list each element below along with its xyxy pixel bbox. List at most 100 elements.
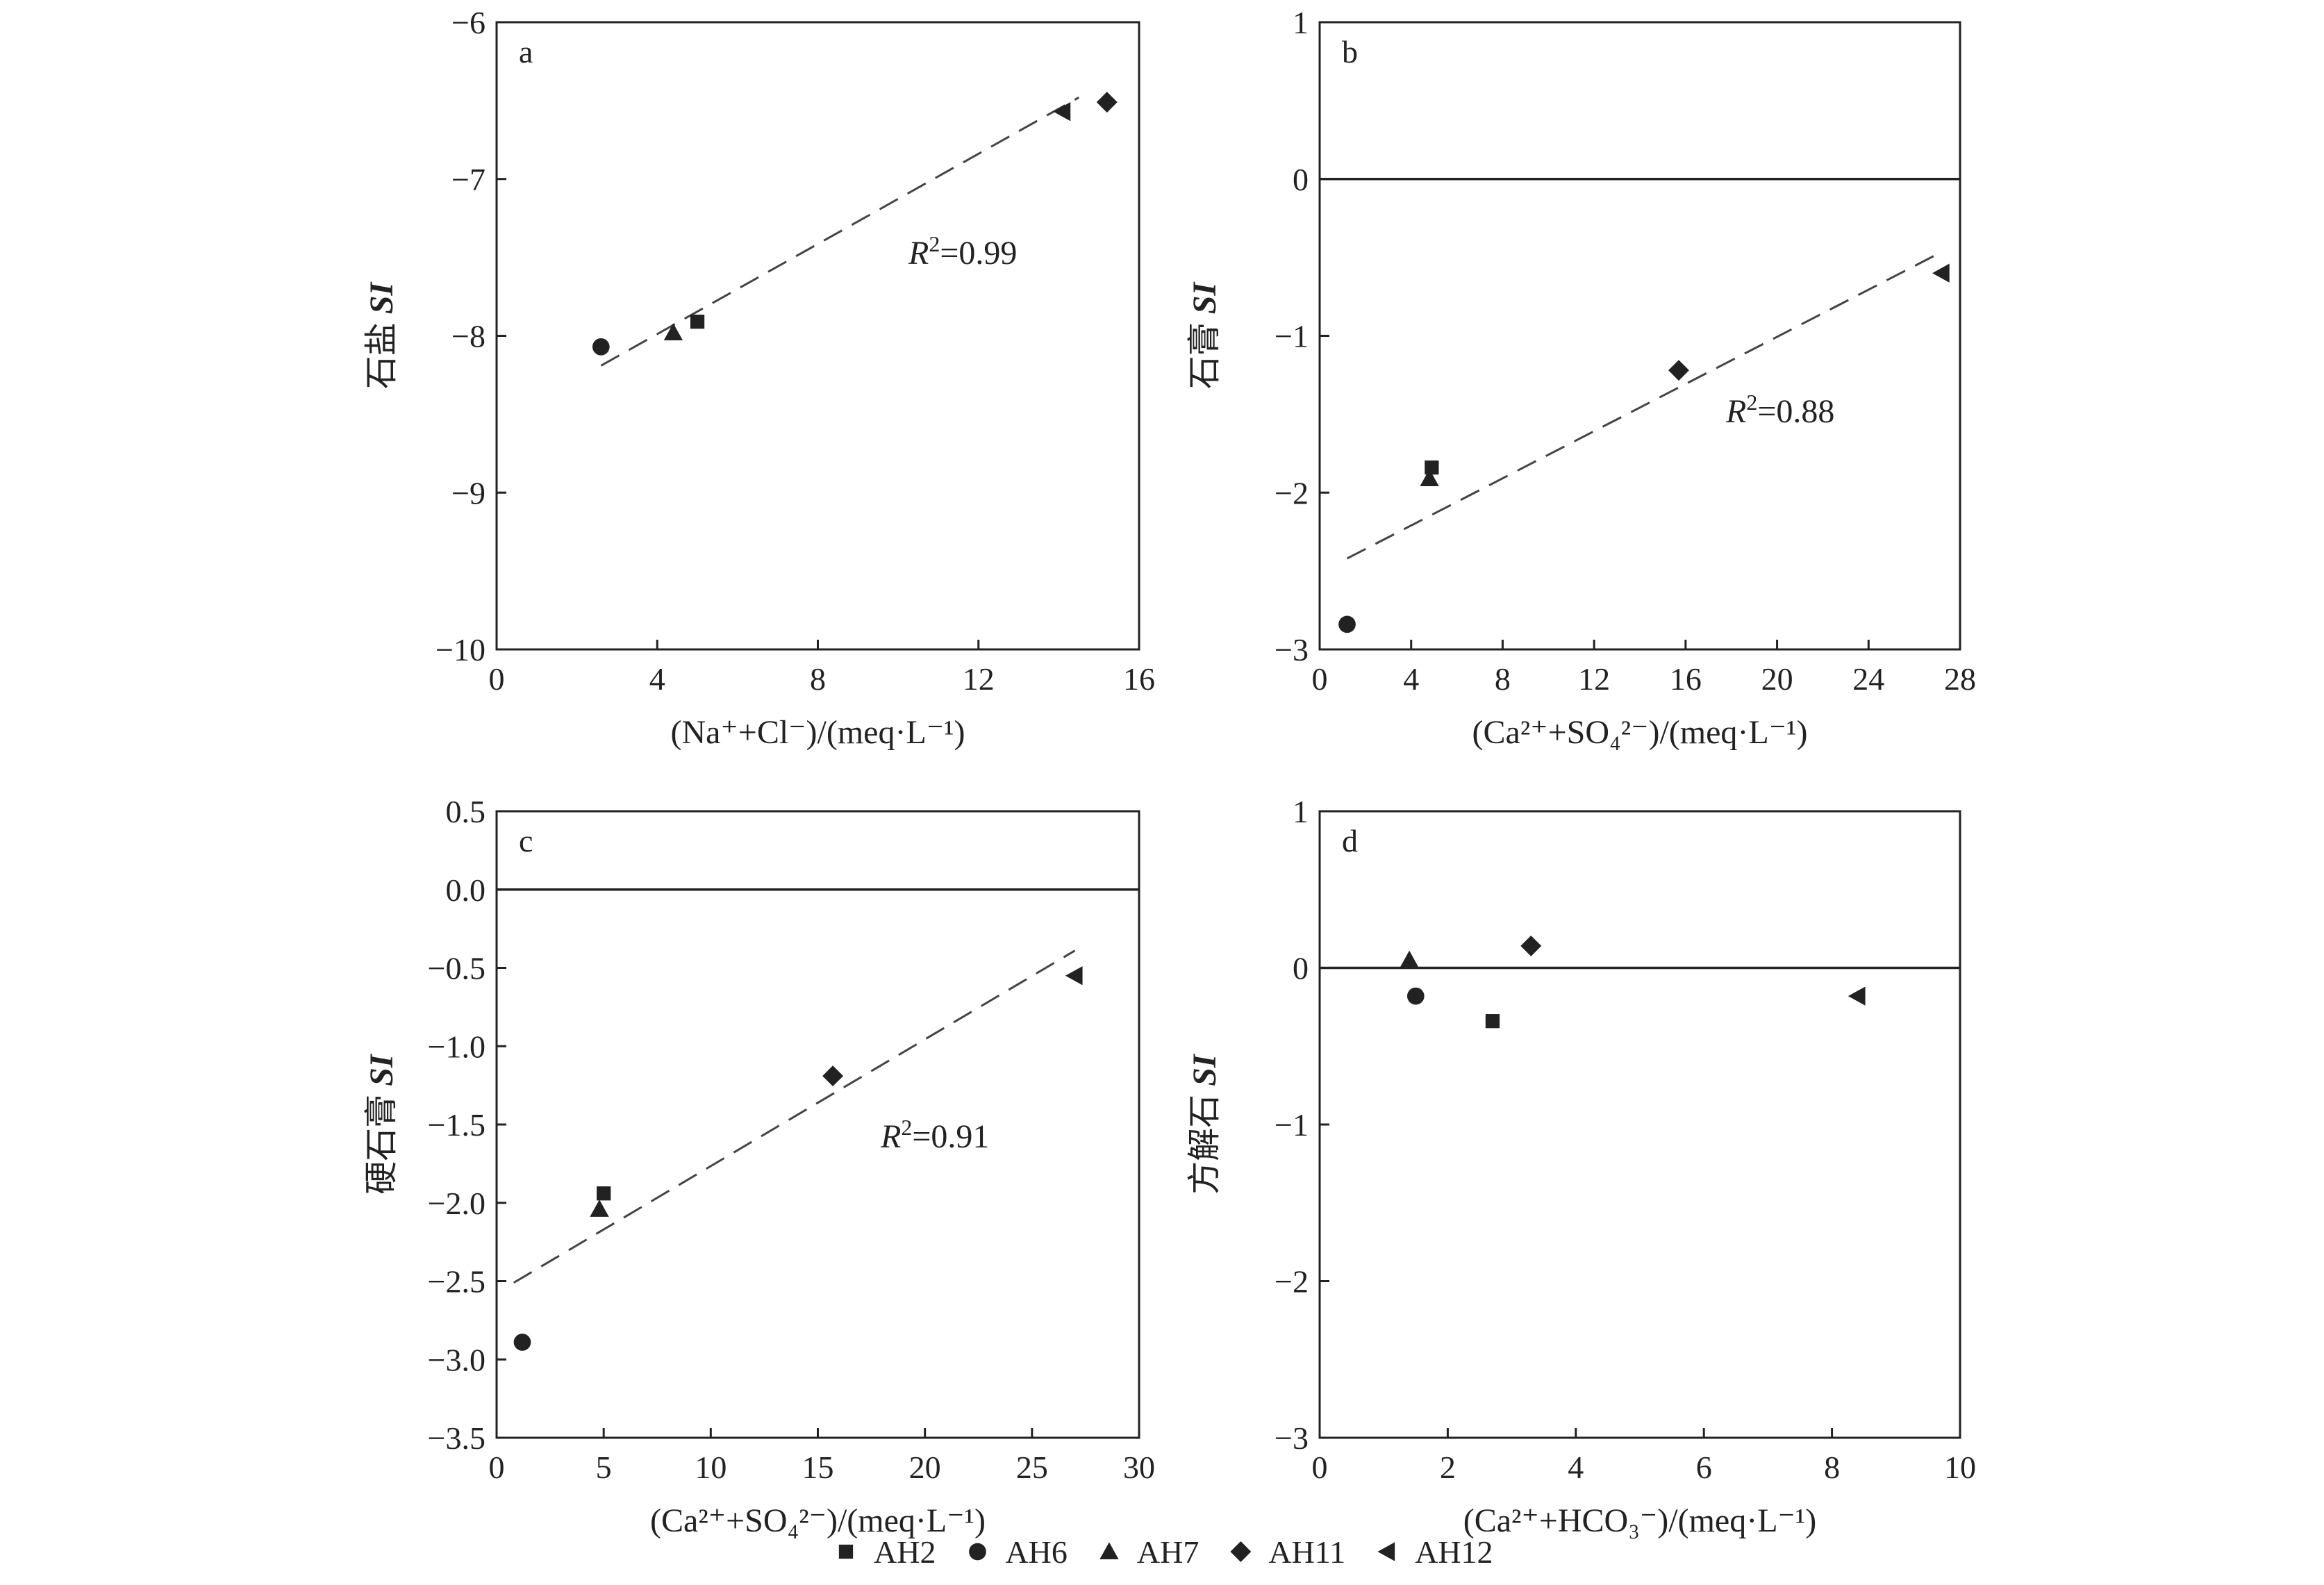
y-tick-label: −7	[451, 162, 485, 197]
x-tick-label: 6	[1696, 1450, 1712, 1485]
y-axis-title: 石膏 SI	[1186, 281, 1223, 389]
panel-letter: c	[519, 823, 533, 858]
y-tick-label: 0.5	[446, 794, 486, 829]
point-ah11	[1096, 92, 1118, 113]
x-tick-label: 0	[489, 661, 505, 697]
x-tick-label: 8	[1824, 1450, 1840, 1485]
x-tick-label: 15	[802, 1450, 834, 1485]
x-tick-label: 10	[1944, 1450, 1976, 1485]
x-tick-label: 4	[1568, 1450, 1584, 1485]
y-tick-label: 0.0	[446, 872, 486, 908]
y-axis-title: 方解石 SI	[1186, 1053, 1223, 1195]
panel-letter: a	[519, 34, 533, 69]
y-tick-label: −1	[1275, 319, 1309, 354]
y-tick-label: −2	[1275, 1264, 1309, 1300]
y-tick-label: −3.5	[428, 1420, 485, 1456]
x-tick-label: 12	[963, 661, 995, 697]
panel-letter: b	[1342, 34, 1358, 69]
panel-letter: d	[1342, 823, 1358, 858]
point-ah7	[663, 323, 683, 341]
legend: AH2 AH6 AH7 AH11 AH12	[838, 1534, 1493, 1570]
point-ah6	[513, 1334, 531, 1351]
y-tick-label: −3.0	[428, 1342, 485, 1377]
legend-item-ah11: AH11	[1230, 1534, 1345, 1570]
legend-marker	[1099, 1542, 1119, 1560]
legend-label: AH7	[1137, 1534, 1199, 1570]
y-tick-label: −10	[435, 632, 485, 667]
x-axis-title: (Ca²⁺+SO₄²⁻)/(meq·L⁻¹)	[650, 1502, 986, 1539]
x-tick-label: 0	[1312, 1450, 1328, 1485]
y-tick-label: −2.5	[428, 1264, 485, 1300]
point-ah2	[1485, 1014, 1500, 1029]
y-axis-title: 石盐 SI	[363, 281, 400, 389]
legend-marker	[838, 1544, 854, 1559]
fit-line	[513, 949, 1076, 1284]
legend-item-ah2: AH2	[838, 1534, 936, 1570]
point-ah12	[1932, 263, 1950, 283]
x-tick-label: 4	[1403, 661, 1419, 697]
plot-frame	[1318, 21, 1961, 651]
point-ah12	[1065, 966, 1083, 986]
plot-frame	[495, 21, 1140, 651]
point-ah2	[597, 1186, 611, 1201]
x-tick-label: 0	[489, 1450, 505, 1485]
legend-marker	[969, 1543, 986, 1561]
point-ah12	[1053, 102, 1071, 122]
x-tick-label: 4	[649, 661, 665, 697]
point-ah7	[1420, 469, 1439, 486]
x-tick-label: 16	[1670, 661, 1702, 697]
y-tick-label: −2.0	[428, 1186, 485, 1221]
x-tick-label: 10	[695, 1450, 727, 1485]
legend-item-ah7: AH7	[1099, 1534, 1199, 1570]
r-squared-label: R2=0.99	[908, 231, 1017, 272]
x-tick-label: 2	[1440, 1450, 1456, 1485]
x-axis-title: (Ca²⁺+SO₄²⁻)/(meq·L⁻¹)	[1472, 714, 1808, 751]
x-axis-title: (Na⁺+Cl⁻)/(meq·L⁻¹)	[670, 714, 965, 751]
plot-frame	[495, 810, 1140, 1439]
y-tick-label: −0.5	[428, 951, 485, 986]
point-ah7	[1400, 950, 1419, 968]
x-tick-label: 16	[1123, 661, 1155, 697]
panel-c: 0 5 10 15 20 25 30 −3.5 −3.0 −2.5 −2.0 −1.5 −1.0 −0.5…	[363, 794, 1155, 1539]
point-ah6	[592, 338, 610, 356]
y-tick-label: −3	[1275, 632, 1309, 667]
x-tick-label: 20	[909, 1450, 941, 1485]
legend-marker	[1377, 1542, 1395, 1561]
y-tick-label: 1	[1293, 5, 1309, 40]
y-tick-label: −6	[451, 5, 485, 40]
r-squared-label: R2=0.91	[880, 1115, 989, 1155]
y-tick-label: 0	[1293, 951, 1309, 986]
y-tick-label: −8	[451, 319, 485, 354]
point-ah6	[1406, 987, 1425, 1005]
x-tick-label: 5	[596, 1450, 612, 1485]
fit-line	[600, 97, 1080, 367]
y-tick-label: −9	[451, 475, 485, 511]
point-ah2	[1425, 460, 1439, 475]
point-ah2	[690, 315, 705, 329]
legend-item-ah12: AH12	[1377, 1534, 1493, 1570]
y-tick-label: 0	[1293, 162, 1309, 197]
panel-d: 0 2 4 6 8 10 −3 −2 −1 0 1d (Ca²⁺+HCO₃⁻)/(meq·L⁻¹) 方解…	[1186, 794, 1976, 1539]
legend-label: AH11	[1268, 1534, 1345, 1570]
y-tick-label: −1	[1275, 1107, 1309, 1143]
point-ah6	[1338, 615, 1356, 633]
point-ah11	[1520, 935, 1542, 956]
point-ah11	[1668, 360, 1689, 381]
point-ah12	[1848, 986, 1866, 1006]
x-tick-label: 24	[1852, 661, 1884, 697]
r-squared-label: R2=0.88	[1725, 390, 1834, 430]
x-tick-label: 28	[1944, 661, 1976, 697]
x-tick-label: 30	[1123, 1450, 1155, 1485]
legend-label: AH6	[1005, 1534, 1067, 1570]
y-tick-label: 1	[1293, 794, 1309, 829]
x-tick-label: 8	[810, 661, 826, 697]
y-axis-title: 硬石膏 SI	[363, 1053, 400, 1195]
legend-label: AH2	[874, 1534, 936, 1570]
y-tick-label: −1.0	[428, 1029, 485, 1064]
y-tick-label: −2	[1275, 475, 1309, 511]
legend-marker	[1230, 1541, 1252, 1562]
legend-label: AH12	[1415, 1534, 1493, 1570]
panel-b: 0 4 8 12 16 20 24 28 −3 −2 −1 0 1b R2=0.88 (Ca²⁺+SO₄²⁻…	[1186, 5, 1976, 751]
point-ah11	[822, 1065, 844, 1087]
y-tick-label: −3	[1275, 1420, 1309, 1456]
